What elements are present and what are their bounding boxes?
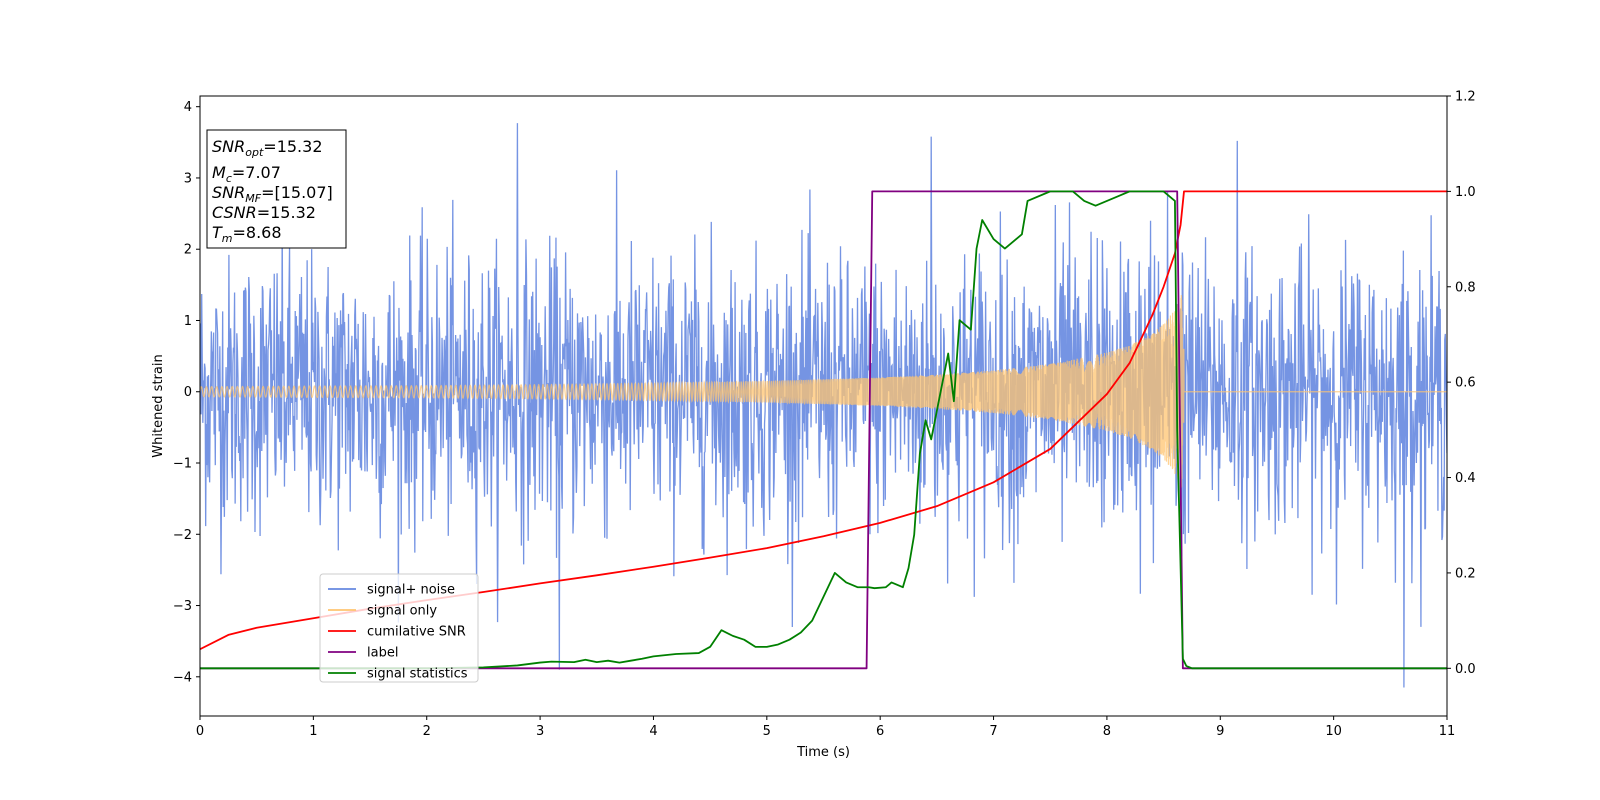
x-axis: 0 1 2 3 4 5 6 7 8 9 10 11	[196, 716, 1455, 739]
x-tick-label: 0	[196, 724, 204, 739]
x-tick-label: 8	[1103, 724, 1111, 739]
y-tick-label: −3	[173, 599, 192, 614]
y2-tick-label: 0.4	[1455, 471, 1476, 486]
legend-cumulative-snr: cumilative SNR	[328, 625, 466, 640]
y-axis-right: 1.2 1.0 0.8 0.6 0.4 0.2 0.0	[1447, 90, 1476, 677]
y2-tick-label: 1.0	[1455, 185, 1476, 200]
y2-tick-label: 1.2	[1455, 90, 1476, 105]
y-tick-label: −1	[173, 457, 192, 472]
series-signal-noise	[200, 123, 1447, 688]
x-tick-label: 5	[763, 724, 771, 739]
y2-tick-label: 0.8	[1455, 280, 1476, 295]
legend-label-text: signal+ noise	[367, 583, 455, 598]
legend-label: label	[328, 646, 398, 661]
y-tick-label: −2	[173, 528, 192, 543]
x-tick-label: 4	[649, 724, 657, 739]
y2-tick-label: 0.6	[1455, 376, 1476, 391]
x-tick-label: 3	[536, 724, 544, 739]
y-tick-label: 1	[184, 314, 192, 329]
y-tick-label: 0	[184, 385, 192, 400]
info-box-frame	[206, 129, 347, 249]
y-tick-label: −4	[173, 670, 192, 685]
x-tick-label: 11	[1439, 724, 1456, 739]
x-tick-label: 9	[1216, 724, 1224, 739]
x-tick-label: 7	[989, 724, 997, 739]
y-tick-label: 4	[184, 100, 192, 115]
series-signal-statistics	[200, 190, 1447, 670]
info-snr-mf: SNRMF=[15.07]	[212, 183, 333, 205]
legend-label-text: cumilative SNR	[367, 625, 466, 640]
y2-tick-label: 0.2	[1455, 566, 1476, 581]
legend-signal-noise: signal+ noise	[328, 583, 455, 598]
legend-signal-statistics: signal statistics	[328, 667, 468, 682]
legend-signal-only: signal only	[328, 604, 437, 619]
info-box: SNRopt=15.32 Mc=7.07 SNRMF=[15.07] CSNR=…	[206, 129, 347, 249]
plot-frame	[199, 95, 1448, 717]
y-tick-label: 2	[184, 243, 192, 258]
info-mc: Mc=7.07	[212, 163, 281, 185]
legend-label-text: label	[367, 646, 398, 661]
x-tick-label: 1	[309, 724, 317, 739]
y-axis-left: 4 3 2 1 0 −1 −2 −3 −4	[173, 100, 200, 685]
legend-frame	[319, 573, 479, 683]
info-snr-opt: SNRopt=15.32	[212, 137, 323, 159]
x-tick-label: 6	[876, 724, 884, 739]
info-tm: Tm=8.68	[212, 223, 282, 245]
y-axis-label: Whitened strain	[151, 354, 166, 457]
y-tick-label: 3	[184, 171, 192, 186]
x-tick-label: 2	[423, 724, 431, 739]
info-csnr: CSNR=15.32	[212, 203, 316, 222]
x-tick-label: 10	[1325, 724, 1342, 739]
legend-label-text: signal statistics	[367, 667, 468, 682]
series-signal-only	[200, 295, 1447, 488]
legend: signal+ noise signal only cumilative SNR la…	[319, 573, 479, 683]
x-axis-label: Time (s)	[796, 745, 850, 760]
legend-label-text: signal only	[367, 604, 437, 619]
y2-tick-label: 0.0	[1455, 662, 1476, 677]
